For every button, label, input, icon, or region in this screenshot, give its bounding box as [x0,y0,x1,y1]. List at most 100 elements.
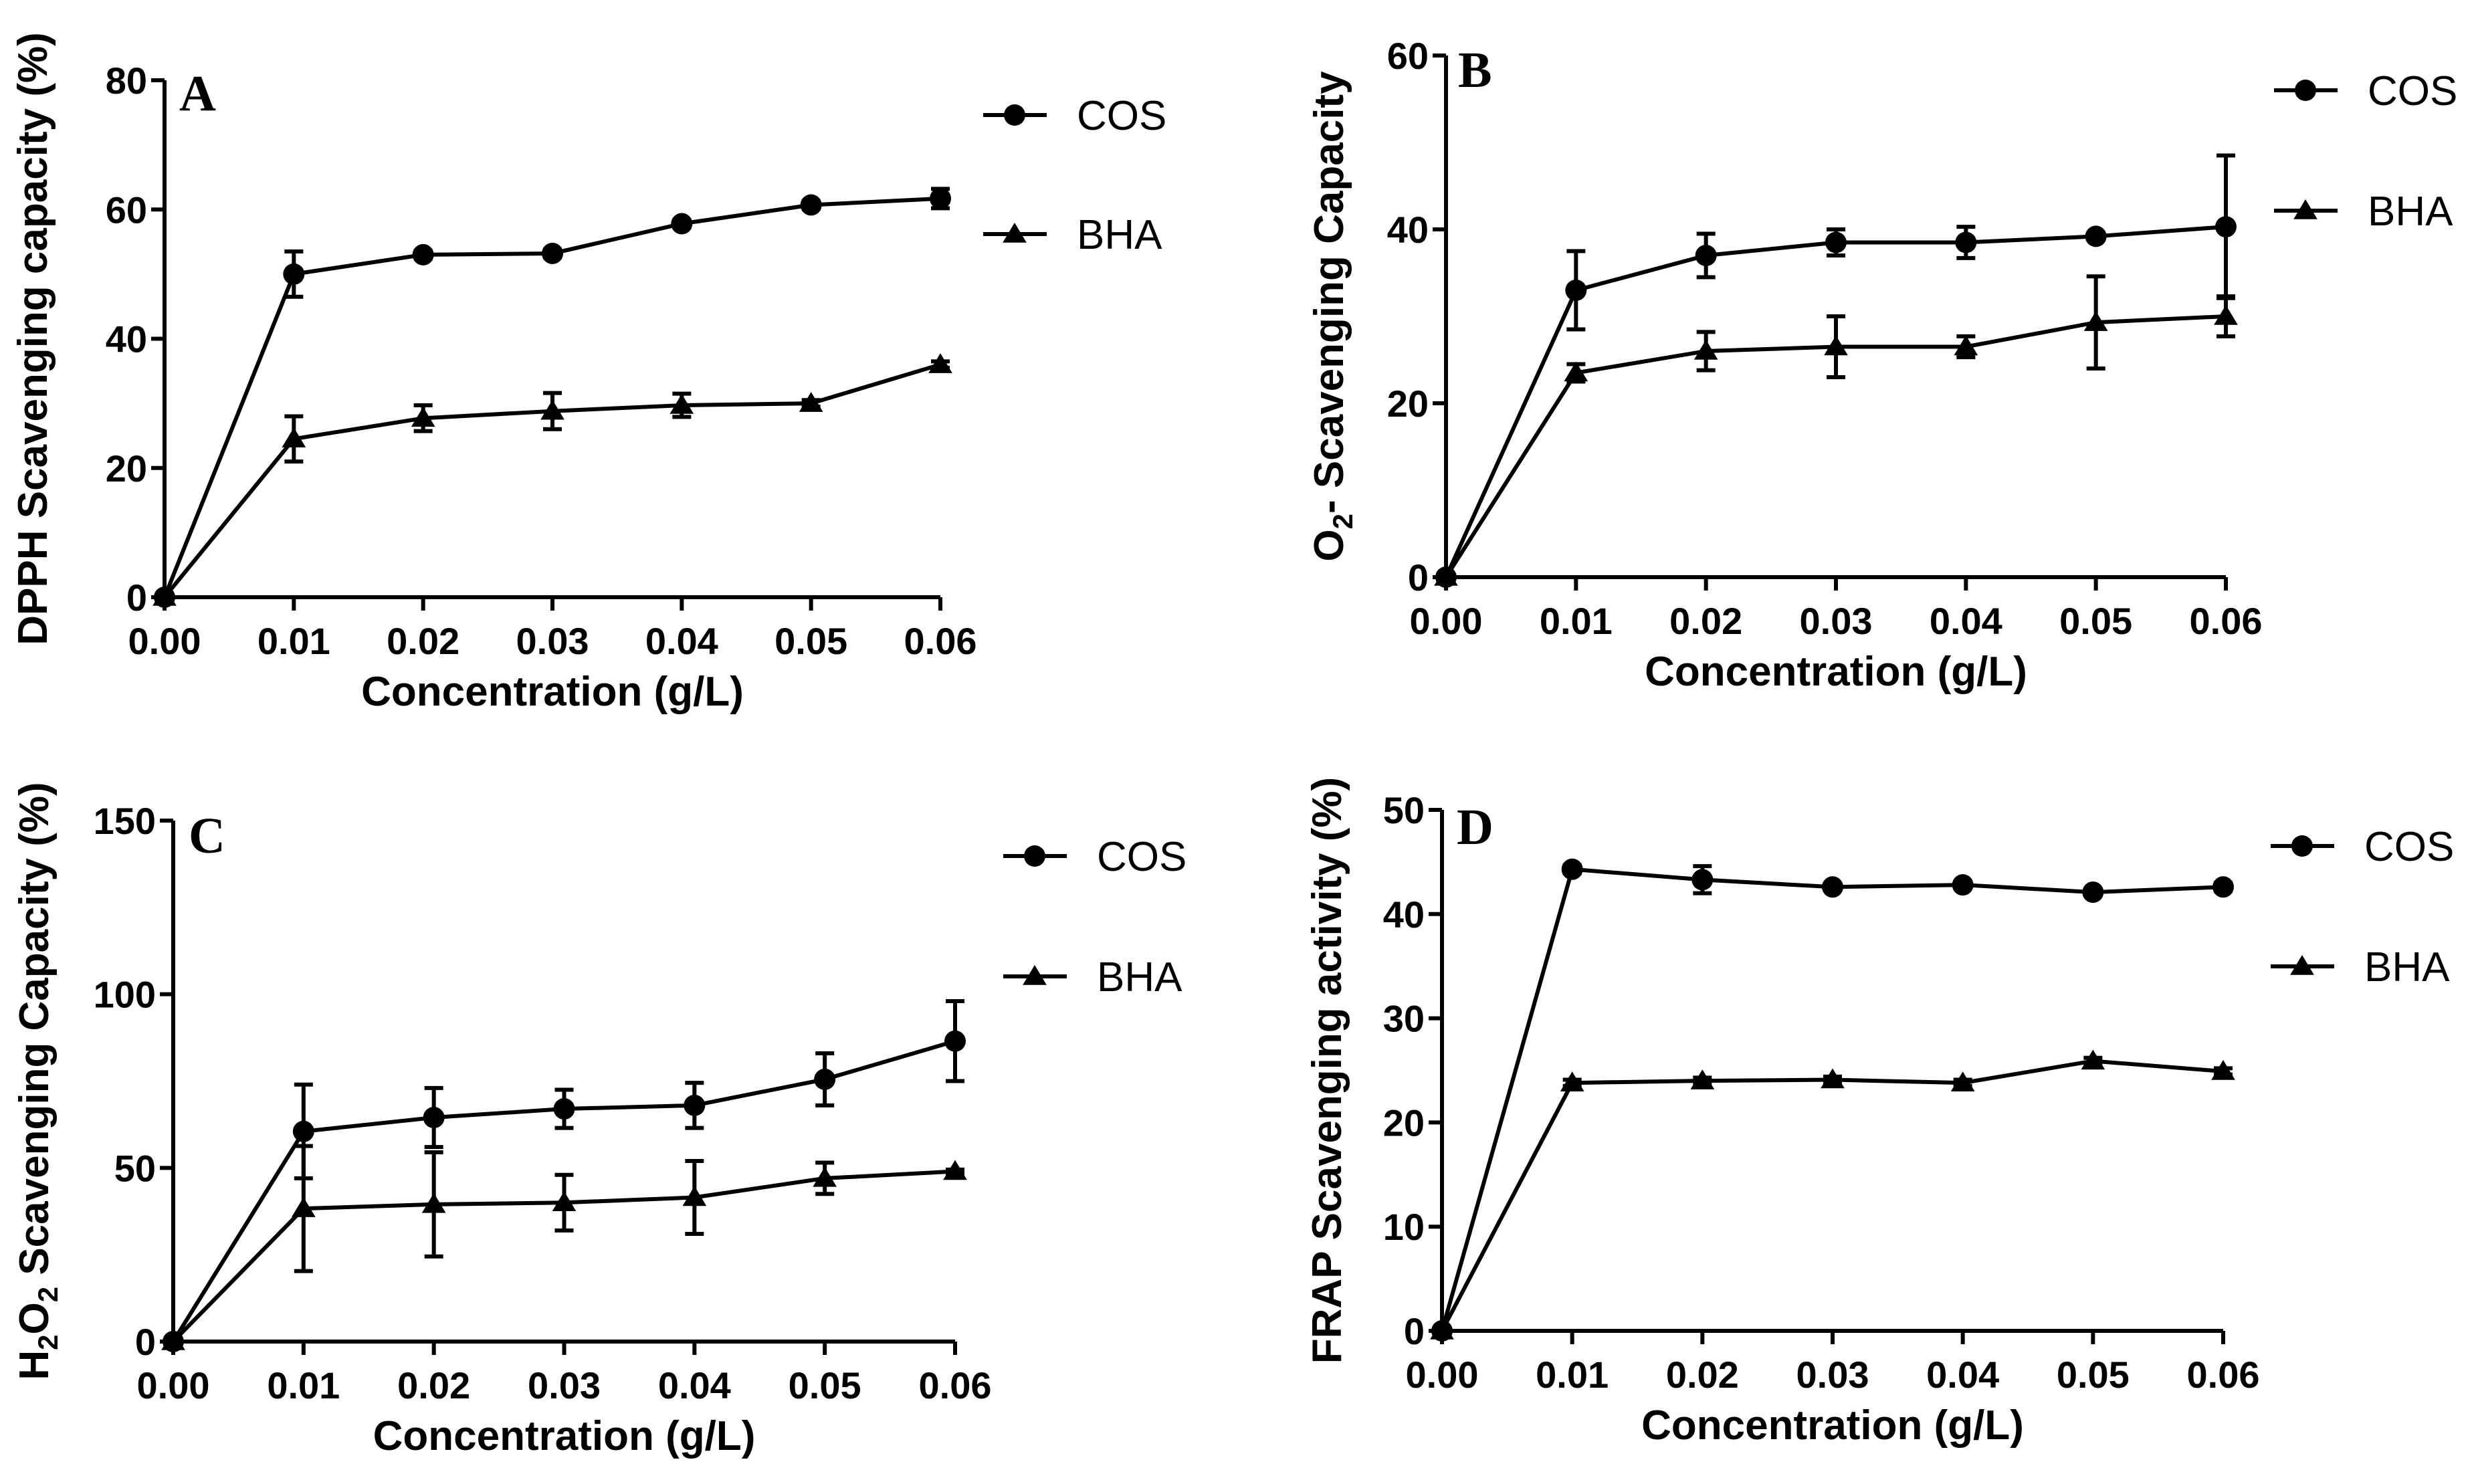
y-tick-label: 0 [135,1321,156,1363]
data-point [1561,858,1583,880]
y-tick-label: 30 [1383,998,1425,1040]
x-tick-label: 0.02 [1669,600,1742,642]
data-point [928,353,952,373]
legend-marker [1023,965,1047,985]
x-tick-label: 0.01 [1536,1354,1609,1396]
x-tick-label: 0.05 [775,620,847,662]
y-tick-label: 0 [1404,1310,1425,1352]
x-tick-label: 0.06 [919,1364,992,1406]
y-axis-title: H2O2 Scavenging Capacity (%) [11,782,64,1380]
data-point [669,394,694,414]
data-point [1695,245,1717,266]
x-tick-label: 0.04 [645,620,718,662]
legend-item-bha: BHA [983,212,1162,258]
x-tick-label: 0.01 [1540,600,1613,642]
legend-label: COS [2364,824,2454,870]
series-cos [163,999,966,1352]
y-tick-label: 40 [106,318,147,360]
data-point [2082,881,2104,904]
panel-label: C [189,808,225,864]
legend-marker [1003,223,1027,243]
series-bha [161,1144,967,1350]
legend-label: BHA [2364,944,2450,990]
legend-marker [1024,845,1045,867]
data-point [282,427,306,448]
data-point [1955,231,1977,253]
legend-item-cos: COS [2274,68,2457,114]
legend-marker [1004,104,1025,126]
x-tick-label: 0.05 [2059,600,2132,642]
data-point [1560,1071,1584,1091]
x-tick-label: 0.03 [516,620,589,662]
data-point [1824,335,1848,356]
x-tick-label: 0.01 [267,1364,340,1406]
x-tick-label: 0.06 [2190,600,2263,642]
y-axis-title: FRAP Scavenging activity (%) [1304,777,1350,1364]
x-tick-label: 0.06 [904,620,977,662]
y-tick-label: 50 [1383,789,1425,831]
y-tick-label: 20 [1383,1101,1425,1144]
data-point [1825,231,1847,253]
y-tick-label: 150 [94,800,156,842]
chart-panel-a: 0 20 40 60 80 0.00 0.01 0.02 0.03 0.04 0.05 0.06 Con… [10,32,1166,715]
legend-item-bha: BHA [2274,189,2453,235]
x-tick-label: 0.02 [387,620,459,662]
data-point [152,586,177,606]
data-point [1954,335,1978,356]
series-cos [1431,858,2234,1342]
x-axis-title: Concentration (g/L) [373,1413,756,1459]
data-point [552,1191,577,1212]
data-point [412,243,434,266]
data-point [1690,1069,1715,1089]
y-axis-title: DPPH Scavenging capacity (%) [10,32,56,645]
data-point [283,263,305,285]
y-tick-label: 10 [1383,1206,1425,1248]
series-line-cos [1440,867,2224,1332]
y-tick-label: 20 [1387,383,1429,425]
legend-label: COS [1077,93,1166,139]
chart-panel-d: 0 10 20 30 40 50 0.00 0.01 0.02 0.03 0.04 0.05 0.06 C… [1304,777,2454,1449]
data-point [2214,305,2238,325]
x-axis-title: Concentration (g/L) [1641,1402,2024,1449]
y-tick-label: 80 [106,60,147,102]
x-axis-title: Concentration (g/L) [1645,649,2027,695]
series-cos [154,187,951,608]
data-point [799,392,823,412]
data-point [684,1094,706,1116]
data-point [814,1068,836,1090]
data-point [2085,225,2107,247]
series-line-cos [1444,225,2227,578]
panel-label: B [1458,42,1492,98]
chart-panel-c: 0 50 100 150 0.00 0.01 0.02 0.03 0.04 0.05 0.06 Con… [11,782,1187,1459]
data-point [1822,876,1843,898]
legend-marker [2291,835,2313,857]
x-tick-label: 0.06 [2187,1354,2260,1396]
data-point [2215,216,2237,238]
data-point [291,1197,316,1217]
data-point [1691,869,1714,891]
series-bha [1434,274,2238,586]
x-tick-label: 0.05 [2057,1354,2130,1396]
y-tick-label: 40 [1387,209,1429,251]
data-point [1434,566,1458,586]
data-point [943,1160,967,1180]
series-bha [1430,1049,2235,1340]
data-point [411,407,435,427]
x-axis-title: Concentration (g/L) [361,669,744,715]
y-tick-label: 20 [106,447,147,490]
data-point [1564,361,1588,382]
data-point [2211,1060,2235,1080]
y-tick-label: 40 [1383,893,1425,936]
x-tick-label: 0.04 [658,1364,731,1406]
x-tick-label: 0.04 [1930,600,2002,642]
x-tick-label: 0.03 [528,1364,601,1406]
data-point [542,242,563,264]
y-tick-label: 50 [114,1147,156,1189]
x-tick-label: 0.01 [257,620,330,662]
legend-item-bha: BHA [2271,944,2450,990]
chart-panel-b: 0 20 40 60 0.00 0.01 0.02 0.03 0.04 0.05 0.06 Conce… [1306,35,2457,695]
y-tick-label: 60 [106,189,147,231]
legend-item-cos: COS [1003,834,1187,880]
y-axis-title: O2- Scavenging Capacity [1306,71,1358,562]
